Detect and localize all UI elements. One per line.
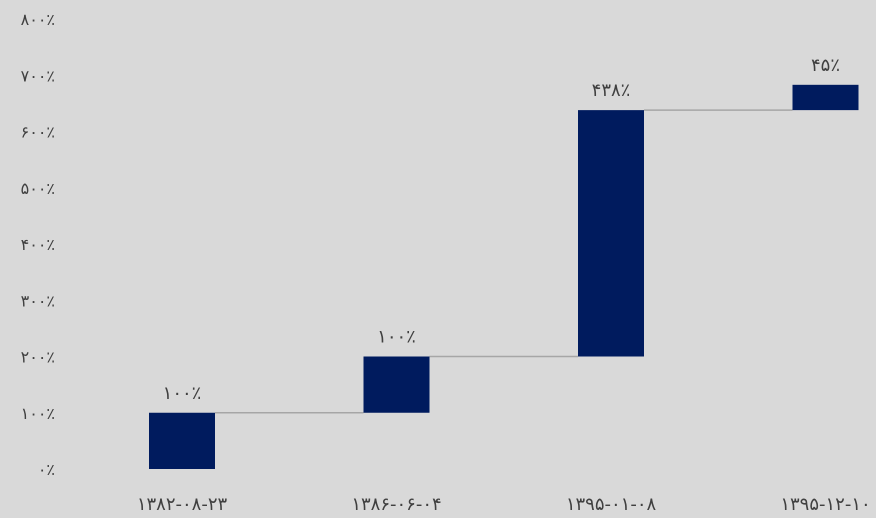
bar <box>792 84 859 111</box>
y-tick-label: ۰٪ <box>38 460 55 479</box>
y-tick-label: ۵۰۰٪ <box>21 179 55 198</box>
bars <box>149 84 859 469</box>
y-tick-label: ۶۰۰٪ <box>21 123 55 142</box>
bar <box>149 412 215 469</box>
bar-data-label: ۴۳۸٪ <box>592 80 631 101</box>
bar <box>578 110 644 357</box>
y-tick-label: ۴۰۰٪ <box>21 235 55 254</box>
y-tick-label: ۱۰۰٪ <box>21 404 55 423</box>
x-tick-label: ۱۳۹۵-۰۱-۰۸ <box>566 494 657 515</box>
x-axis: ۱۳۸۲-۰۸-۲۳ ۱۳۸۶-۰۶-۰۴ ۱۳۹۵-۰۱-۰۸ ۱۳۹۵-۱۲-۱۰ <box>137 494 871 515</box>
x-tick-label: ۱۳۸۲-۰۸-۲۳ <box>137 494 228 515</box>
y-axis: ۰٪ ۱۰۰٪ ۲۰۰٪ ۳۰۰٪ ۴۰۰٪ ۵۰۰٪ ۶۰۰٪ ۷۰۰٪ ۸۰۰٪ <box>21 10 55 479</box>
y-tick-label: ۸۰۰٪ <box>21 10 55 29</box>
bar <box>363 356 430 413</box>
y-tick-label: ۳۰۰٪ <box>21 291 55 310</box>
y-tick-label: ۷۰۰٪ <box>21 66 55 85</box>
x-tick-label: ۱۳۹۵-۱۲-۱۰ <box>780 494 870 515</box>
data-labels: ۱۰۰٪ ۱۰۰٪ ۴۳۸٪ ۴۵٪ <box>163 55 840 404</box>
y-tick-label: ۲۰۰٪ <box>21 348 55 367</box>
bar-data-label: ۱۰۰٪ <box>377 327 416 348</box>
bar-data-label: ۱۰۰٪ <box>163 383 202 404</box>
connector-lines <box>215 109 793 414</box>
x-tick-label: ۱۳۸۶-۰۶-۰۴ <box>351 494 441 515</box>
bar-data-label: ۴۵٪ <box>811 55 840 76</box>
